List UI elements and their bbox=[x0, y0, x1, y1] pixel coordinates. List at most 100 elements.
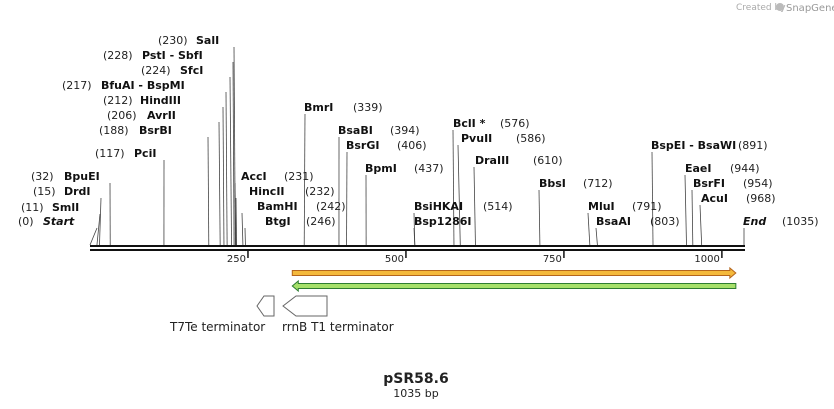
site-bsaai-name[interactable]: BsaAI bbox=[596, 215, 631, 228]
site-avrii-leader-line bbox=[218, 121, 221, 246]
site-mlui-name[interactable]: MluI bbox=[588, 200, 615, 213]
site-acci-position: (231) bbox=[284, 170, 314, 183]
site-bfuai-bspmi-leader-line bbox=[225, 91, 228, 246]
site-pcii-position: (117) bbox=[95, 147, 125, 160]
site-sfci-leader-line bbox=[229, 76, 232, 246]
scale-tick-label-750: 750 bbox=[543, 254, 562, 265]
plasmid-length: 1035 bp bbox=[393, 387, 438, 400]
site-bsp1286i-leader-line bbox=[413, 227, 416, 246]
site-acui-name[interactable]: AcuI bbox=[701, 192, 728, 205]
site-hindiii-name[interactable]: HindIII bbox=[140, 94, 181, 107]
site-bmri-name[interactable]: BmrI bbox=[304, 101, 333, 114]
site-bcli-leader-line bbox=[452, 129, 455, 246]
site-bpuei-name[interactable]: BpuEI bbox=[64, 170, 100, 183]
site-mlui-leader-line bbox=[587, 212, 591, 246]
scale-tick-label-250: 250 bbox=[227, 254, 246, 265]
site-eaei-name[interactable]: EaeI bbox=[685, 162, 712, 175]
site-bsp1286i-name[interactable]: Bsp1286I bbox=[414, 215, 472, 228]
scale-ticks: 250 500 750 1000 bbox=[227, 251, 723, 265]
scale-tick-label-1000: 1000 bbox=[694, 254, 719, 265]
site-bbsi-leader-line bbox=[538, 189, 541, 246]
site-bsaai-position: (803) bbox=[650, 215, 680, 228]
backbone-strand-bottom bbox=[90, 249, 745, 251]
site-sfci-name[interactable]: SfcI bbox=[180, 64, 203, 77]
site-bspei-bsawi-name[interactable]: BspEI - BsaWI bbox=[651, 139, 736, 152]
site-bsihkai-name[interactable]: BsiHKAI bbox=[414, 200, 463, 213]
site-bbsi-name[interactable]: BbsI bbox=[539, 177, 566, 190]
forward-orf-bar[interactable] bbox=[291, 266, 737, 280]
site-bsihkai-position: (514) bbox=[483, 200, 513, 213]
backbone-strand-top bbox=[90, 245, 745, 247]
site-eaei-leader-line bbox=[684, 174, 687, 246]
t7te-terminator-arrow[interactable] bbox=[256, 295, 275, 317]
site-mlui-position: (791) bbox=[632, 200, 662, 213]
site-leader-lines bbox=[89, 46, 745, 246]
site-smli-position: (11) bbox=[21, 201, 44, 214]
site-btgi-name[interactable]: BtgI bbox=[265, 215, 291, 228]
site-start-name[interactable]: Start bbox=[43, 215, 75, 228]
credit: Created by SnapGene bbox=[736, 3, 834, 14]
site-bsrfi-name[interactable]: BsrFI bbox=[693, 177, 725, 190]
site-drdi-name[interactable]: DrdI bbox=[64, 185, 91, 198]
site-labels: Start (0) SmlI (11) DrdI (15) BpuEI (32) PciI (11… bbox=[18, 34, 819, 228]
site-bamhi-leader-line bbox=[241, 212, 244, 246]
site-bsrbi-name[interactable]: BsrBI bbox=[139, 124, 172, 137]
site-draiii-position: (610) bbox=[533, 154, 563, 167]
site-bamhi-name[interactable]: BamHI bbox=[257, 200, 298, 213]
site-hindiii-position: (212) bbox=[103, 94, 133, 107]
site-bsabi-position: (394) bbox=[390, 124, 420, 137]
site-psti-sbfi-leader-line bbox=[232, 61, 235, 246]
site-eaei-position: (944) bbox=[730, 162, 760, 175]
site-pvuii-position: (586) bbox=[516, 132, 546, 145]
site-bsaai-leader-line bbox=[595, 227, 598, 246]
site-hincii-name[interactable]: HincII bbox=[249, 185, 285, 198]
site-sali-position: (230) bbox=[158, 34, 188, 47]
site-start-leader-line bbox=[89, 227, 98, 246]
site-bfuai-bspmi-position: (217) bbox=[62, 79, 92, 92]
terminator-features: T7Te terminator rrnB T1 terminator bbox=[169, 295, 394, 334]
site-draiii-name[interactable]: DraIII bbox=[475, 154, 509, 167]
site-psti-sbfi-name[interactable]: PstI - SbfI bbox=[142, 49, 203, 62]
reverse-orf-bar[interactable] bbox=[291, 279, 737, 293]
site-psti-sbfi-position: (228) bbox=[103, 49, 133, 62]
site-bbsi-position: (712) bbox=[583, 177, 613, 190]
site-pvuii-leader-line bbox=[457, 144, 461, 246]
t7te-terminator-label: T7Te terminator bbox=[169, 320, 265, 334]
site-bpmi-position: (437) bbox=[414, 162, 444, 175]
site-bcli-position: (576) bbox=[500, 117, 530, 130]
orf-bars bbox=[291, 266, 737, 293]
site-hindiii-leader-line bbox=[222, 106, 225, 246]
site-acui-leader-line bbox=[699, 204, 703, 246]
brand-text: SnapGene bbox=[786, 3, 834, 14]
site-avrii-name[interactable]: AvrII bbox=[147, 109, 176, 122]
site-acui-position: (968) bbox=[746, 192, 776, 205]
site-bsrbi-position: (188) bbox=[99, 124, 129, 137]
site-bsrgi-name[interactable]: BsrGI bbox=[346, 139, 379, 152]
site-drdi-position: (15) bbox=[33, 185, 56, 198]
created-by-text: Created by bbox=[736, 3, 786, 13]
site-pcii-name[interactable]: PciI bbox=[134, 147, 156, 160]
site-pvuii-name[interactable]: PvuII bbox=[461, 132, 492, 145]
site-bspei-bsawi-leader-line bbox=[651, 151, 654, 246]
site-bcli-name[interactable]: BclI * bbox=[453, 117, 486, 130]
site-bpuei-position: (32) bbox=[31, 170, 54, 183]
site-bamhi-position: (242) bbox=[316, 200, 346, 213]
site-hincii-leader-line bbox=[235, 197, 237, 246]
rrnb-t1-terminator-label: rrnB T1 terminator bbox=[282, 320, 394, 334]
site-bfuai-bspmi-name[interactable]: BfuAI - BspMI bbox=[101, 79, 185, 92]
scale-tick-label-500: 500 bbox=[385, 254, 404, 265]
site-smli-name[interactable]: SmlI bbox=[52, 201, 79, 214]
site-bsabi-name[interactable]: BsaBI bbox=[338, 124, 373, 137]
site-start-position: (0) bbox=[18, 215, 34, 228]
site-acci-name[interactable]: AccI bbox=[241, 170, 267, 183]
backbone bbox=[90, 245, 745, 251]
site-bpmi-name[interactable]: BpmI bbox=[365, 162, 397, 175]
rrnb-t1-terminator-arrow[interactable] bbox=[282, 295, 328, 317]
site-sfci-position: (224) bbox=[141, 64, 171, 77]
site-end-name[interactable]: End bbox=[743, 215, 766, 228]
site-bspei-bsawi-position: (891) bbox=[738, 139, 768, 152]
site-bsrfi-position: (954) bbox=[743, 177, 773, 190]
site-bsrgi-position: (406) bbox=[397, 139, 427, 152]
site-sali-name[interactable]: SalI bbox=[196, 34, 219, 47]
